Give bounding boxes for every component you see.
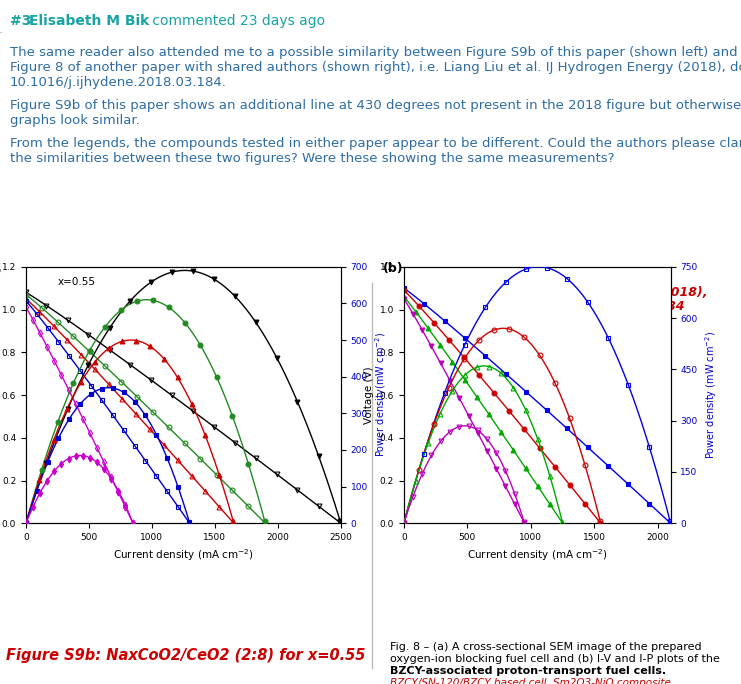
Text: commented 23 days ago: commented 23 days ago <box>148 14 325 28</box>
X-axis label: Current density (mA cm$^{-2}$): Current density (mA cm$^{-2}$) <box>113 547 253 564</box>
Text: doi: 10.1126/science.aaz9139: doi: 10.1126/science.aaz9139 <box>75 300 297 313</box>
Text: doi: 10.1016/j.ijhydene.2018.03.184: doi: 10.1016/j.ijhydene.2018.03.184 <box>429 300 685 313</box>
Text: (b): (b) <box>382 262 403 275</box>
Text: Y Wu et al. Science (2020),: Y Wu et al. Science (2020), <box>85 286 287 299</box>
Y-axis label: Power density (mW cm$^{-2}$): Power density (mW cm$^{-2}$) <box>703 331 719 459</box>
Y-axis label: Power density(mW cm$^{-2}$): Power density(mW cm$^{-2}$) <box>373 332 389 458</box>
Text: x=0.55: x=0.55 <box>57 277 96 287</box>
Text: Fig. 8 – (a) A cross-sectional SEM image of the prepared: Fig. 8 – (a) A cross-sectional SEM image… <box>390 642 702 652</box>
Text: Figure S9b: NaxCoO2/CeO2 (2:8) for x=0.55: Figure S9b: NaxCoO2/CeO2 (2:8) for x=0.5… <box>7 648 366 663</box>
Text: Figure 8 of another paper with shared authors (shown right), i.e. Liang Liu et a: Figure 8 of another paper with shared au… <box>10 61 741 74</box>
Text: BZCY/SN-120/BZCY based cell, Sm2O3-NiO composite: BZCY/SN-120/BZCY based cell, Sm2O3-NiO c… <box>390 678 671 684</box>
Text: From the legends, the compounds tested in either paper appear to be different. C: From the legends, the compounds tested i… <box>10 137 741 150</box>
Y-axis label: Voltage (V): Voltage (V) <box>364 366 374 424</box>
X-axis label: Current density (mA cm$^{-2}$): Current density (mA cm$^{-2}$) <box>467 547 608 564</box>
Text: graphs look similar.: graphs look similar. <box>10 114 140 127</box>
Text: BZCY-associated proton-transport fuel cells.: BZCY-associated proton-transport fuel ce… <box>390 666 666 676</box>
Text: B: B <box>0 262 1 276</box>
Text: oxygen-ion blocking fuel cell and (b) I-V and I-P plots of the: oxygen-ion blocking fuel cell and (b) I-… <box>390 654 720 664</box>
Text: #3: #3 <box>10 14 36 28</box>
Text: Liang Liu et al. IJ Hydrogen Energy (2018),: Liang Liu et al. IJ Hydrogen Energy (201… <box>407 286 707 299</box>
Text: Figure S9b of this paper shows an additional line at 430 degrees not present in : Figure S9b of this paper shows an additi… <box>10 99 741 112</box>
Text: Elisabeth M Bik: Elisabeth M Bik <box>29 14 149 28</box>
Legend: 550°C, 520°C, 490°C, 460°C, 430°C: 550°C, 520°C, 490°C, 460°C, 430°C <box>405 266 456 329</box>
Text: The same reader also attended me to a possible similarity between Figure S9b of : The same reader also attended me to a po… <box>10 46 737 59</box>
Text: the similarities between these two figures? Were these showing the same measurem: the similarities between these two figur… <box>10 152 614 165</box>
Text: 10.1016/j.ijhydene.2018.03.184.: 10.1016/j.ijhydene.2018.03.184. <box>10 76 227 89</box>
